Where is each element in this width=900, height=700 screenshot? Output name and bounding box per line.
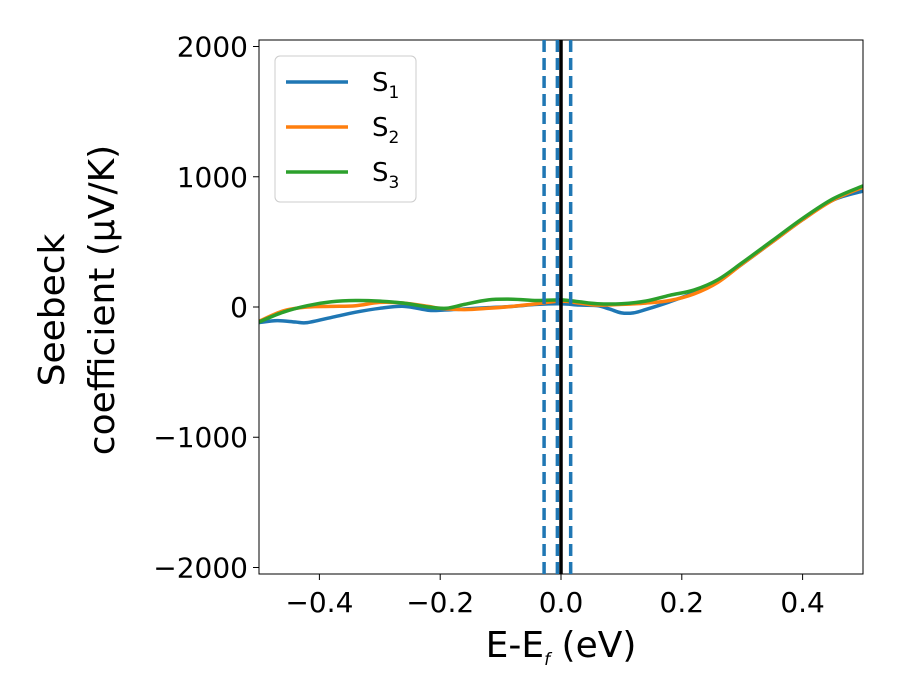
x-tick-label: 0.4	[780, 586, 825, 619]
y-tick-label: 1000	[177, 161, 248, 194]
y-axis-ticks: −2000 −1000 0 1000 2000	[153, 31, 259, 584]
legend-label-s3: S3	[372, 158, 399, 193]
vertical-lines	[542, 40, 573, 574]
y-tick-label: 2000	[177, 31, 248, 64]
x-tick-label: 0.0	[539, 586, 584, 619]
x-axis-title-suffix: (eV)	[550, 625, 636, 666]
x-tick-label: −0.4	[285, 586, 353, 619]
legend: S1 S2 S3	[274, 55, 417, 203]
y-tick-label: −1000	[153, 421, 248, 454]
y-axis-title-line2: coefficient (μV/K)	[82, 145, 123, 455]
legend-label-s2: S2	[372, 113, 399, 148]
legend-label-s1: S1	[372, 68, 399, 103]
x-axis-title-sub: f	[544, 650, 553, 670]
series-line-s3	[259, 184, 863, 324]
x-axis-title-main: E-E	[486, 625, 544, 666]
y-axis-title: Seebeck coefficient (μV/K)	[32, 145, 123, 455]
x-tick-label: −0.2	[406, 586, 474, 619]
y-tick-label: −2000	[153, 551, 248, 584]
x-axis-title: E-Ef (eV)	[486, 625, 637, 670]
y-tick-label: 0	[230, 291, 248, 324]
x-axis-ticks: −0.4 −0.2 0.0 0.2 0.4	[285, 574, 825, 619]
legend-box	[274, 55, 417, 203]
y-axis-title-line1: Seebeck	[32, 233, 73, 386]
x-tick-label: 0.2	[660, 586, 705, 619]
